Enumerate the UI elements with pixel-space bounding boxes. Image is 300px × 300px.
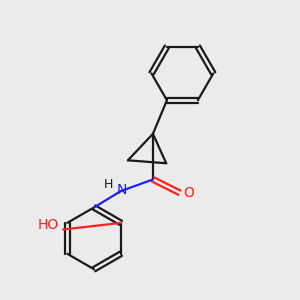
Text: N: N: [117, 183, 127, 197]
Text: O: O: [183, 186, 194, 200]
Text: H: H: [103, 178, 113, 191]
Text: HO: HO: [38, 218, 59, 232]
